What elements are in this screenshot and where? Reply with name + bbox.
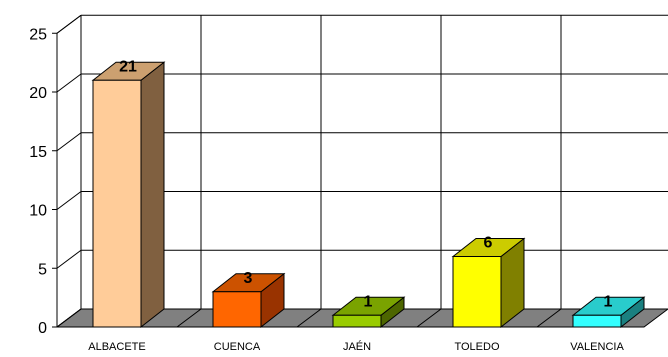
gridline-diagonal (56, 132, 82, 152)
y-tick-label: 25 (29, 26, 47, 43)
x-tick-label: JAÉN (343, 340, 371, 353)
data-label: 21 (119, 58, 137, 75)
floor-separator (176, 308, 202, 328)
x-tick-label: VALENCIA (570, 341, 624, 353)
y-tick-label: 0 (38, 320, 47, 337)
x-tick-label: CUENCA (214, 341, 261, 353)
floor-separator (296, 308, 322, 328)
bar (212, 291, 262, 328)
data-label: 6 (484, 235, 493, 252)
floor-separator (536, 308, 562, 328)
gridline-diagonal (56, 73, 82, 93)
data-label: 1 (604, 293, 613, 310)
y-tick-label: 10 (29, 203, 47, 220)
data-label: 3 (244, 270, 253, 287)
y-tick-label: 20 (29, 85, 47, 102)
gridline-diagonal (56, 249, 82, 269)
x-tick-label: ALBACETE (88, 341, 145, 353)
top-left-edge (56, 14, 82, 34)
x-tick-label: TOLEDO (454, 341, 499, 353)
bar (92, 79, 142, 328)
floor-separator (416, 308, 442, 328)
y-tick-label: 15 (29, 144, 47, 161)
gridline-diagonal (56, 191, 82, 210)
floor-separator (56, 308, 82, 328)
bar (332, 314, 382, 328)
bar (452, 256, 502, 328)
bar (572, 314, 622, 328)
y-tick-label: 5 (38, 261, 47, 278)
data-label: 1 (364, 293, 373, 310)
bar-side (140, 61, 165, 329)
